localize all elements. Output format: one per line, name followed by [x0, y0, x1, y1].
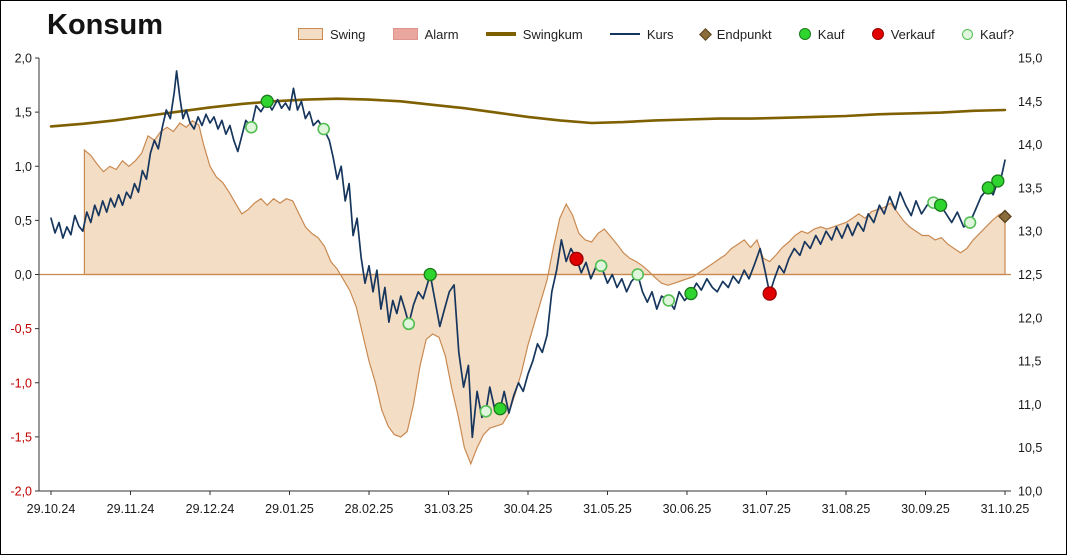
- axis-tick-label: 11,0: [1018, 398, 1041, 412]
- marker-circle: [684, 286, 698, 301]
- markers-endpunkt: [998, 209, 1012, 224]
- axis-tick-label: -1,0: [10, 376, 32, 390]
- axis-tick-label: 14,0: [1018, 138, 1042, 152]
- axis-tick-label: 31.07.25: [742, 502, 791, 516]
- marker-circle-open: [963, 216, 977, 229]
- markers-verkauf: [569, 251, 777, 301]
- axis-tick-label: -0,5: [10, 322, 32, 336]
- marker-circle-open: [245, 120, 258, 134]
- axis-tick-label: 30.06.25: [663, 502, 712, 516]
- legend-swatch-area: [392, 28, 418, 40]
- marker-circle-open: [662, 294, 676, 307]
- marker-circle-open: [594, 259, 608, 273]
- marker-circle: [981, 181, 995, 195]
- marker-circle: [569, 251, 584, 267]
- axis-tick-label: 11,5: [1018, 355, 1041, 369]
- marker-circle: [423, 267, 437, 282]
- marker-circle: [991, 174, 1005, 188]
- legend-label: Swing: [330, 26, 366, 42]
- axis-tick-label: 29.11.24: [107, 502, 155, 516]
- marker-circle: [933, 198, 948, 212]
- legend-label: Endpunkt: [716, 26, 772, 42]
- axis-tick-label: 30.09.25: [901, 502, 950, 516]
- axis-tick-label: 31.10.25: [981, 502, 1030, 516]
- legend-item-kauf: Kauf: [798, 26, 845, 42]
- marker-diamond: [998, 209, 1012, 224]
- legend-item-endpunkt: Endpunkt: [698, 26, 772, 42]
- axis-tick-label: 29.12.24: [186, 502, 235, 516]
- legend-swatch-dot: [798, 28, 811, 40]
- legend-label: Kauf?: [979, 26, 1014, 42]
- axis-tick-label: 14,5: [1018, 95, 1042, 109]
- legend-item-swingkum: Swingkum: [485, 26, 583, 42]
- chart-legend: Swing Alarm Swingkum Kurs Endpunkt Kauf Verkau…: [298, 22, 1014, 46]
- marker-circle-open: [402, 317, 416, 331]
- marker-circle-open: [479, 405, 493, 418]
- marker-circle-open: [631, 268, 645, 281]
- axis-tick-label: 31.03.25: [424, 502, 473, 516]
- markers-kauf: [245, 120, 977, 418]
- legend-label: Swingkum: [522, 26, 583, 42]
- axis-tick-label: 13,5: [1018, 181, 1042, 195]
- axis-tick-label: 30.04.25: [504, 502, 553, 516]
- axis-tick-label: 12,5: [1018, 268, 1042, 282]
- legend-swatch-area: [298, 28, 323, 40]
- axis-tick-label: 12,0: [1018, 311, 1042, 325]
- legend-swatch-dot-open: [961, 28, 973, 40]
- axis-tick-label: 10,5: [1018, 441, 1042, 455]
- marker-circle: [260, 94, 274, 108]
- axis-tick-label: 28.02.25: [345, 502, 394, 516]
- legend-label: Kurs: [646, 26, 674, 42]
- axis-tick-label: 31.08.25: [822, 502, 871, 516]
- axis-tick-label: 1,0: [15, 160, 32, 174]
- axis-tick-label: 29.10.24: [27, 502, 76, 516]
- legend-label: Kauf: [817, 26, 845, 42]
- axis-tick-label: 0,5: [15, 214, 32, 228]
- axis-tick-label: 10,0: [1018, 485, 1042, 499]
- axis-tick-label: 0,0: [15, 268, 32, 282]
- axis-tick-label: -2,0: [10, 485, 32, 499]
- axis-tick-label: 13,0: [1018, 225, 1042, 239]
- legend-item-verkauf: Verkauf: [871, 26, 935, 42]
- legend-swatch-diamond: [698, 27, 712, 41]
- axis-tick-label: 15,0: [1018, 52, 1042, 66]
- series-line-kurs: [50, 70, 1006, 439]
- series-line-swingkum: [49, 97, 1007, 128]
- axis-tick-label: 2,0: [15, 52, 32, 66]
- marker-circle: [762, 286, 777, 301]
- axis-tick-label: 1,5: [15, 106, 32, 120]
- series-area-swing: [83, 120, 1006, 466]
- legend-label: Alarm: [424, 26, 459, 42]
- legend-label: Verkauf: [890, 26, 935, 42]
- legend-item-kurs: Kurs: [609, 26, 674, 42]
- legend-swatch-line-thick: [485, 32, 516, 36]
- axis-tick-label: 29.01.25: [265, 502, 314, 516]
- legend-item-kauf: Kauf?: [961, 26, 1014, 42]
- markers-kauf: [260, 94, 1005, 416]
- axis-tick-label: -1,5: [10, 430, 32, 444]
- legend-swatch-dot: [871, 28, 884, 40]
- axis-tick-label: 31.05.25: [583, 502, 632, 516]
- legend-item-swing: Swing: [298, 27, 365, 42]
- legend-item-alarm: Alarm: [392, 26, 459, 42]
- marker-circle-open: [317, 122, 330, 136]
- chart-title: Konsum: [47, 9, 163, 41]
- marker-circle: [493, 402, 507, 416]
- legend-swatch-line: [609, 33, 640, 35]
